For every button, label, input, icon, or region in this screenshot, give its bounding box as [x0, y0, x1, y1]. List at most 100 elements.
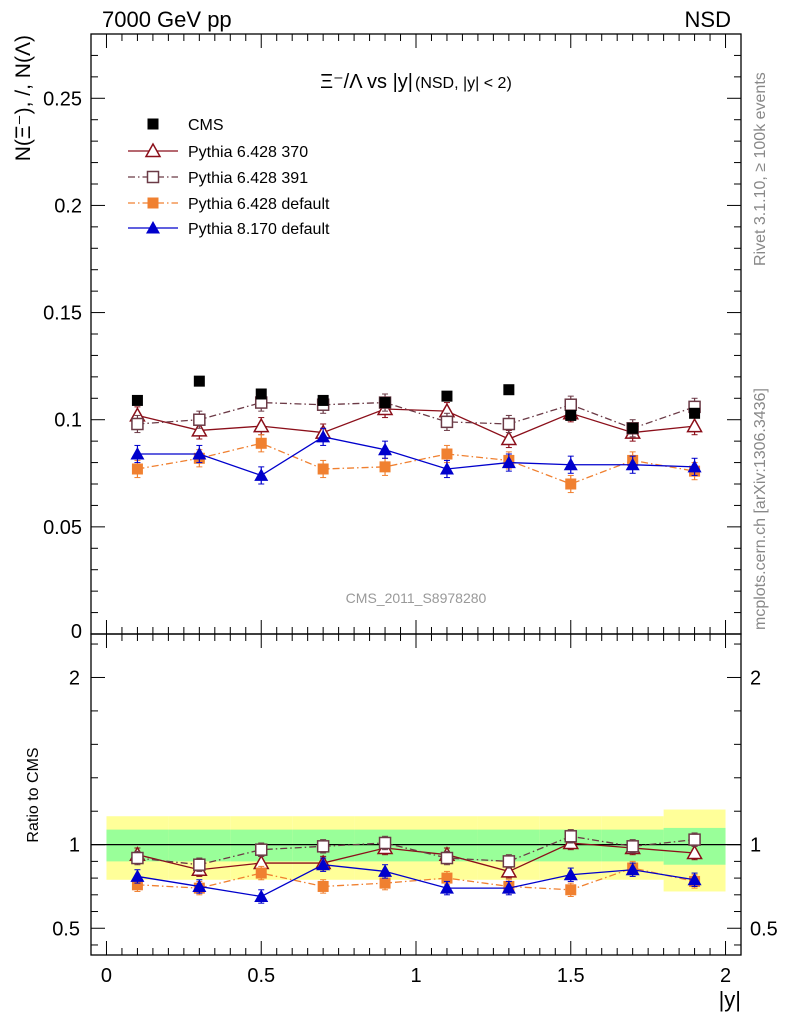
data-point-pythia-8-170-default	[501, 455, 516, 469]
series-line-pythia-8-170-default	[137, 864, 695, 898]
x-tick-label: 1.5	[557, 965, 585, 987]
data-point-pythia-6-428-391	[440, 415, 454, 429]
data-point-pythia-8-170-default	[254, 889, 269, 902]
series-line-pythia-6-428-370	[137, 408, 695, 440]
data-point-pythia-6-428-391	[688, 833, 701, 846]
data-point-pythia-6-428-391	[316, 840, 330, 853]
process-label: NSD	[684, 7, 731, 32]
data-point-pythia-6-428-default	[255, 867, 267, 879]
data-point-pythia-8-170-default	[192, 447, 207, 460]
data-point-pythia-8-170-default	[625, 457, 640, 471]
data-point-pythia-6-428-391	[626, 840, 639, 853]
data-point-pythia-6-428-default	[317, 463, 329, 475]
data-point-pythia-8-170-default	[439, 462, 454, 475]
y-tick-label: 0.15	[43, 303, 82, 325]
data-point-pythia-8-170-default	[687, 872, 702, 886]
data-point-pythia-6-428-391	[564, 398, 578, 411]
data-point-cms	[317, 394, 329, 406]
data-point-cms	[379, 397, 391, 409]
series-line-pythia-6-428-391	[137, 835, 695, 866]
ratio-axis-title: Ratio to CMS	[25, 747, 42, 842]
energy-label: 7000 GeV pp	[102, 7, 232, 32]
data-point-pythia-6-428-391	[131, 851, 144, 865]
data-point-cms	[131, 394, 143, 406]
data-point-pythia-6-428-391	[440, 851, 454, 865]
data-point-pythia-6-428-370	[686, 417, 703, 433]
data-point-cms	[193, 375, 205, 387]
series-line-pythia-6-428-391	[137, 401, 695, 429]
data-point-pythia-6-428-370	[686, 844, 703, 860]
y-tick-label: 1	[69, 835, 80, 857]
data-point-pythia-6-428-391	[502, 855, 516, 868]
x-tick-label: 1	[410, 965, 421, 987]
legend-label-pythia-6-428-391: Pythia 6.428 391	[188, 170, 308, 187]
data-point-pythia-8-170-default	[563, 867, 578, 881]
y-tick-label: 0.5	[52, 918, 80, 940]
analysis-watermark: CMS_2011_S8978280	[346, 590, 487, 606]
legend-marker-pythia-6-428-default	[147, 197, 159, 209]
data-point-pythia-6-428-370	[500, 862, 518, 878]
data-point-pythia-8-170-default	[316, 857, 331, 871]
data-point-pythia-6-428-391	[502, 417, 516, 431]
x-axis-label: |y|	[719, 987, 741, 1012]
data-point-pythia-8-170-default	[501, 881, 516, 894]
legend-marker-pythia-6-428-370	[144, 142, 162, 158]
data-point-pythia-8-170-default	[439, 881, 454, 894]
y-tick-label-right: 0.5	[750, 918, 778, 940]
data-point-pythia-6-428-391	[131, 417, 144, 431]
series-line-pythia-8-170-default	[137, 436, 695, 477]
y-axis-title: N(Ξ⁻), /, N(Λ)	[12, 35, 35, 161]
data-point-pythia-6-428-default	[317, 880, 329, 892]
data-point-pythia-6-428-default	[441, 448, 453, 460]
data-point-pythia-8-170-default	[687, 459, 702, 473]
data-point-cms	[255, 388, 267, 400]
data-point-pythia-6-428-default	[441, 872, 453, 884]
data-point-pythia-6-428-default	[565, 478, 577, 490]
data-point-pythia-6-428-default	[255, 437, 267, 449]
chart-subtitle: (NSD, |y| < 2)	[415, 75, 512, 92]
x-tick-label: 2	[720, 965, 731, 987]
data-point-pythia-6-428-391	[254, 843, 268, 856]
data-point-pythia-6-428-default	[565, 884, 577, 896]
data-point-pythia-6-428-default	[379, 877, 391, 889]
y-tick-label: 0.05	[43, 517, 82, 539]
data-point-pythia-6-428-391	[193, 858, 206, 871]
data-point-pythia-6-428-default	[379, 461, 391, 473]
y-tick-label: 0.2	[54, 195, 82, 217]
data-point-pythia-8-170-default	[378, 864, 393, 877]
data-point-pythia-6-428-391	[378, 836, 392, 850]
legend-label-pythia-8-170-default: Pythia 8.170 default	[188, 221, 330, 238]
data-point-pythia-6-428-default	[131, 879, 143, 891]
data-point-cms	[689, 407, 701, 419]
data-point-cms	[627, 422, 639, 434]
data-point-cms	[565, 409, 577, 421]
y-tick-label: 0	[71, 621, 82, 643]
series-line-pythia-6-428-370	[137, 842, 695, 873]
data-point-pythia-8-170-default	[625, 862, 640, 876]
data-point-pythia-6-428-default	[131, 463, 143, 475]
data-point-pythia-8-170-default	[130, 869, 145, 882]
data-point-pythia-6-428-370	[191, 421, 208, 437]
data-point-pythia-6-428-391	[193, 413, 206, 426]
data-point-pythia-8-170-default	[316, 429, 331, 443]
legend-marker-pythia-8-170-default	[146, 221, 160, 234]
data-point-pythia-6-428-370	[500, 430, 518, 446]
x-tick-label: 0.5	[247, 965, 275, 987]
data-point-pythia-6-428-391	[564, 830, 578, 843]
legend-label-cms: CMS	[188, 117, 224, 134]
y-tick-label: 0.1	[54, 410, 82, 432]
y-tick-label-right: 1	[750, 835, 761, 857]
series-line-pythia-6-428-default	[137, 442, 695, 485]
legend-marker-pythia-6-428-391	[146, 170, 160, 184]
data-point-pythia-6-428-370	[252, 417, 270, 433]
y-tick-label-right: 2	[750, 667, 761, 689]
series-line-pythia-6-428-default	[137, 867, 695, 891]
data-point-pythia-8-170-default	[378, 442, 393, 456]
y-tick-label: 0.25	[43, 88, 82, 110]
data-point-cms	[441, 390, 453, 402]
x-tick-label: 0	[101, 965, 112, 987]
legend-label-pythia-6-428-370: Pythia 6.428 370	[188, 144, 308, 161]
data-point-pythia-8-170-default	[563, 457, 578, 471]
data-point-pythia-8-170-default	[130, 447, 145, 460]
